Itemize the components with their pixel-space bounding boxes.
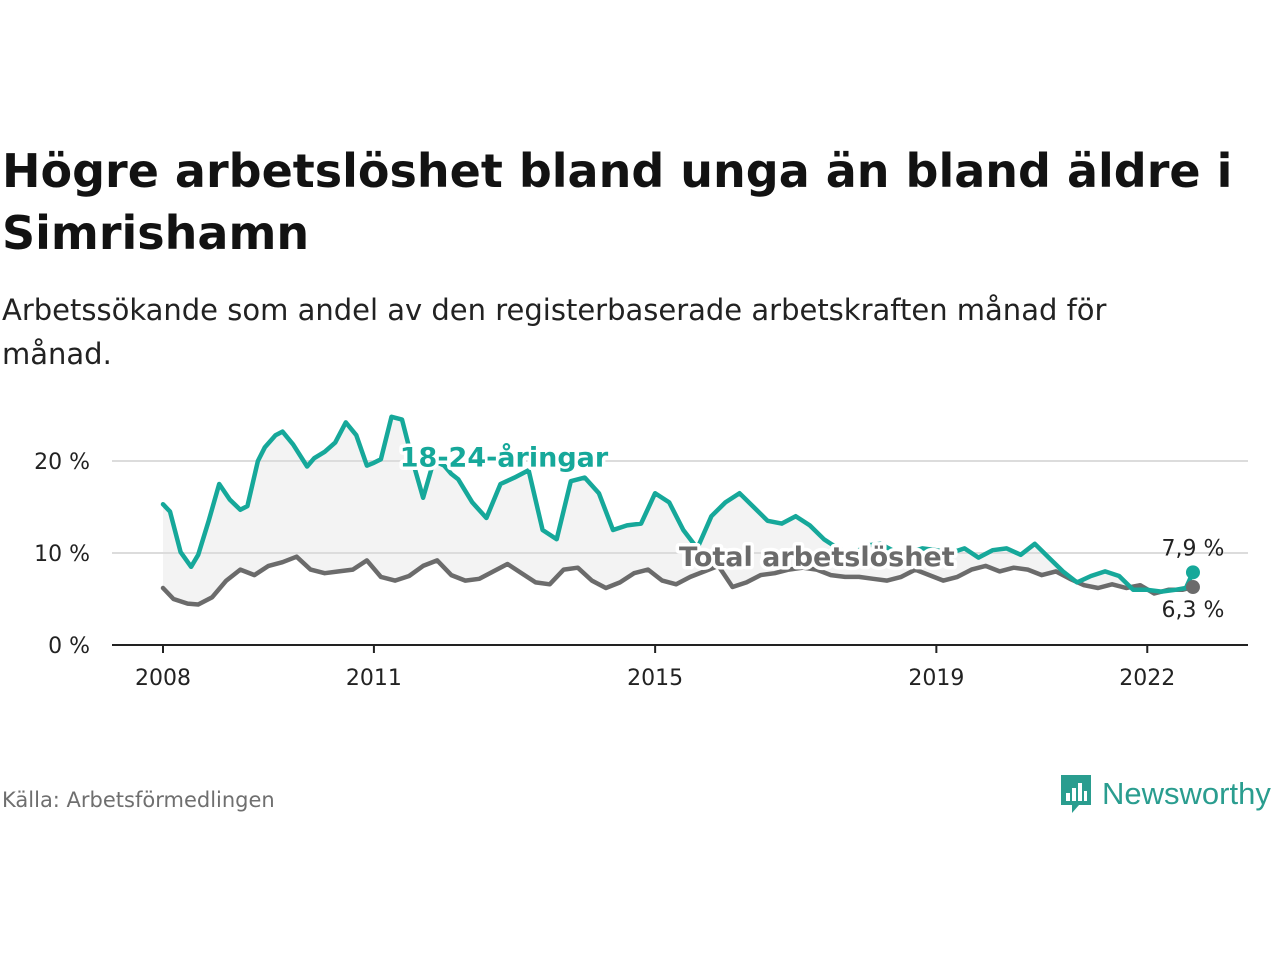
- series-label-total: Total arbetslöshet: [679, 542, 955, 573]
- end-label-total: 6,3 %: [1162, 598, 1225, 623]
- x-tick-label: 2011: [346, 666, 402, 691]
- gap-band: [163, 416, 1193, 605]
- series-line-18-24: [160, 414, 1196, 594]
- end-label-18-24: 7,9 %: [1162, 536, 1225, 561]
- x-tick-label: 2019: [908, 666, 964, 691]
- x-tick-label: 2008: [135, 666, 191, 691]
- series-line-total: [160, 554, 1196, 607]
- brand-name: Newsworthy: [1102, 776, 1271, 811]
- y-tick-label: 10 %: [34, 542, 90, 567]
- series-label-18-24: 18-24-åringar: [400, 442, 609, 474]
- y-tick-label: 0 %: [48, 634, 90, 659]
- x-tick-label: 2022: [1119, 666, 1175, 691]
- brand-logo: Newsworthy: [1058, 772, 1271, 816]
- source-note: Källa: Arbetsförmedlingen: [2, 788, 275, 812]
- x-tick-label: 2015: [627, 666, 683, 691]
- chart-title: Högre arbetslöshet bland unga än bland ä…: [2, 144, 1233, 260]
- chart-subtitle: Arbetssökande som andel av den registerb…: [2, 293, 1107, 371]
- y-tick-label: 20 %: [34, 450, 90, 475]
- end-point-total: [1185, 580, 1200, 595]
- newsworthy-logo-icon: [1061, 775, 1091, 813]
- end-point-18-24: [1185, 565, 1200, 580]
